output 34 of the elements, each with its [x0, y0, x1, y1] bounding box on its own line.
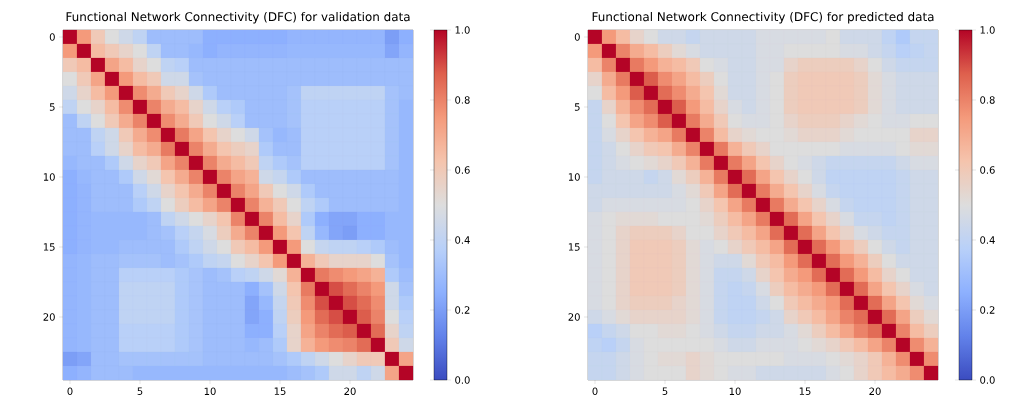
y-tick-label: 20 [568, 313, 580, 321]
x-tick-label: 0 [592, 387, 598, 396]
color-bar-label: 0.8 [455, 96, 470, 104]
color-bar-label: 0.4 [455, 236, 470, 244]
x-tick-label: 10 [204, 387, 216, 396]
x-tick-label: 5 [662, 387, 668, 395]
color-bar-label: 0.0 [455, 376, 470, 384]
x-tick-label: 10 [729, 387, 741, 396]
color-bar-label: 1.0 [980, 26, 995, 34]
x-tick-label: 15 [274, 387, 286, 395]
y-tick-label: 20 [43, 313, 55, 321]
color-bar-label: 0.2 [980, 306, 995, 314]
x-tick-label: 5 [137, 387, 143, 395]
y-tick-label: 10 [568, 173, 580, 181]
y-tick-label: 15 [568, 243, 580, 251]
y-tick-label: 15 [43, 243, 55, 251]
y-tick-label: 5 [574, 103, 580, 111]
color-bar-label: 0.2 [455, 306, 470, 314]
y-tick-label: 0 [49, 33, 55, 41]
color-bar-label: 0.4 [980, 236, 995, 244]
color-bar-label: 0.8 [980, 96, 995, 104]
x-tick-label: 20 [869, 387, 881, 396]
y-tick-label: 10 [43, 173, 55, 181]
y-tick-label: 0 [574, 33, 580, 41]
x-tick-label: 20 [344, 387, 356, 396]
color-bar-label: 0.0 [980, 376, 995, 384]
y-tick-label: 5 [49, 103, 55, 111]
color-bar-label: 0.6 [980, 166, 995, 174]
color-bar-label: 0.6 [455, 166, 470, 174]
x-tick-label: 0 [67, 387, 73, 396]
chart-title: Functional Network Connectivity (DFC) for validation data [66, 11, 410, 24]
x-tick-label: 15 [799, 387, 811, 395]
chart-title: Functional Network Connectivity (DFC) for predicted data [592, 11, 934, 24]
color-bar-label: 1.0 [455, 26, 470, 34]
